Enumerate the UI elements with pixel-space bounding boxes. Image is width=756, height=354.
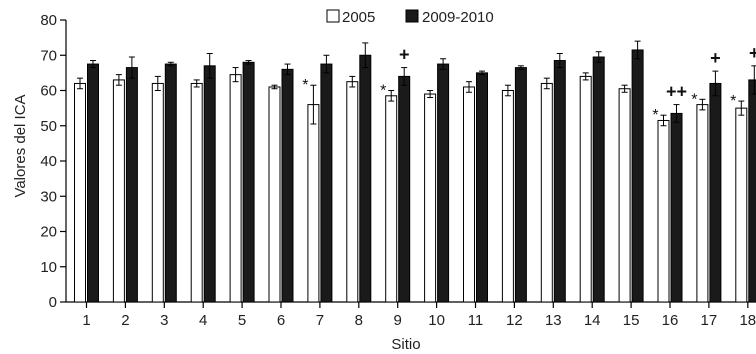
- x-tick-label: 13: [545, 312, 562, 329]
- bar-annotation: *: [302, 77, 308, 94]
- y-axis-title: Valores del ICA: [12, 94, 29, 197]
- y-tick-label: 50: [40, 118, 57, 135]
- y-tick-label: 0: [49, 294, 57, 311]
- bar: [424, 93, 437, 303]
- x-tick-label: 14: [584, 312, 601, 329]
- bar: [242, 61, 255, 303]
- x-axis-title: Sitio: [391, 336, 420, 353]
- bar-annotation: +: [710, 48, 721, 68]
- bar: [579, 75, 592, 303]
- x-tick-label: 16: [662, 312, 679, 329]
- x-tick-label: 1: [82, 312, 90, 329]
- x-tick-label: 4: [199, 312, 207, 329]
- bar: [696, 104, 709, 303]
- bar: [307, 104, 320, 303]
- bar: [398, 75, 411, 303]
- bar-annotation: *: [380, 83, 386, 100]
- x-tick-label: 8: [355, 312, 363, 329]
- bar: [553, 60, 566, 303]
- bar-annotation: +: [749, 43, 756, 63]
- x-tick-label: 17: [701, 312, 718, 329]
- bar: [631, 49, 644, 303]
- x-tick-label: 2: [121, 312, 129, 329]
- x-tick-label: 7: [316, 312, 324, 329]
- bar: [540, 82, 553, 303]
- y-tick-label: 20: [40, 224, 57, 241]
- bar: [164, 63, 177, 303]
- legend: 2005 2009-2010: [326, 9, 494, 26]
- legend-swatch-2009-2010: [405, 9, 419, 23]
- bar: [320, 63, 333, 303]
- y-tick-label: 60: [40, 83, 57, 100]
- bar: [74, 82, 86, 303]
- x-tick-label: 18: [739, 312, 756, 329]
- bar: [229, 74, 242, 303]
- x-tick-label: 5: [238, 312, 246, 329]
- x-tick-label: 10: [428, 312, 445, 329]
- y-tick-label: 40: [40, 153, 57, 170]
- legend-swatch-2005: [326, 9, 340, 23]
- y-tick-label: 80: [40, 12, 57, 29]
- bar-annotation: *: [730, 93, 736, 110]
- bar: [346, 81, 359, 303]
- legend-label-2009-2010: 2009-2010: [422, 9, 494, 26]
- bar: [203, 65, 216, 303]
- bar: [592, 56, 605, 303]
- bar-annotation: +: [399, 45, 410, 65]
- bar: [735, 107, 748, 303]
- bar: [112, 79, 125, 303]
- y-axis: 0 10 20 30 40 50 60 70 80: [40, 12, 67, 311]
- bar: [151, 82, 164, 303]
- bar: [190, 82, 203, 303]
- bar: [709, 82, 722, 303]
- x-tick-label: 15: [623, 312, 640, 329]
- x-tick-label: 9: [394, 312, 402, 329]
- bar: [748, 79, 756, 303]
- x-tick-label: 3: [160, 312, 168, 329]
- bar: [670, 112, 683, 303]
- bar-annotation: ++: [666, 82, 687, 102]
- bar: [657, 119, 670, 303]
- bar: [125, 67, 138, 303]
- x-axis: 1 2 3 4 5 6 7 8 9 10 11 12 13 14 15 16 17 18: [66, 301, 756, 329]
- x-tick-label: 11: [468, 312, 484, 329]
- y-tick-label: 10: [40, 259, 57, 276]
- bar: [359, 54, 372, 303]
- x-tick-label: 12: [506, 312, 523, 329]
- bar: [514, 67, 527, 303]
- y-tick-label: 30: [40, 188, 57, 205]
- x-tick-label: 6: [277, 312, 285, 329]
- plot-area: * *+*++ *+*+: [74, 40, 756, 303]
- bar: [437, 63, 450, 303]
- legend-label-2005: 2005: [342, 9, 375, 26]
- bar: [463, 86, 475, 303]
- bar: [385, 95, 398, 303]
- bar: [87, 63, 99, 303]
- bar-annotation: *: [652, 107, 658, 124]
- bar: [618, 88, 631, 303]
- bar-annotation: *: [691, 91, 697, 108]
- bar: [501, 90, 514, 303]
- bar: [281, 68, 294, 303]
- y-tick-label: 70: [40, 47, 57, 64]
- bar: [476, 72, 488, 303]
- bar: [268, 86, 281, 303]
